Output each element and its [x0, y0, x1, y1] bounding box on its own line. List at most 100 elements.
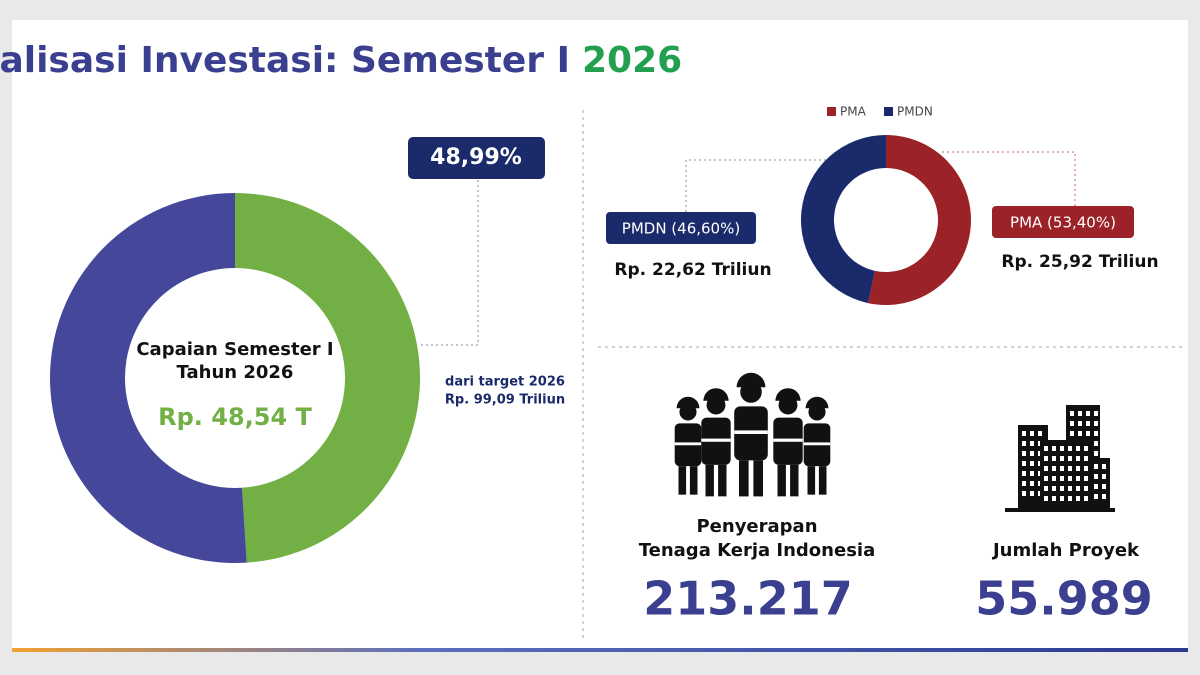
building-window: [1084, 486, 1088, 491]
legend-label: PMA: [840, 105, 867, 119]
building-window: [1094, 484, 1098, 489]
pma-label: PMA (53,40%): [1010, 214, 1116, 232]
building-window: [1094, 421, 1098, 426]
worker-icon: [676, 396, 700, 409]
building-window: [1052, 446, 1056, 451]
building-window: [1078, 411, 1082, 416]
building-window: [1022, 441, 1026, 446]
stat-label: Penyerapan: [696, 516, 817, 537]
building-window: [1076, 476, 1080, 481]
building-window: [1068, 486, 1072, 491]
building-window: [1084, 496, 1088, 501]
building-window: [1022, 491, 1026, 496]
building-window: [1076, 466, 1080, 471]
center-text: Tahun 2026: [177, 362, 294, 383]
building-window: [1086, 411, 1090, 416]
worker-icon: [818, 466, 827, 495]
worker-icon: [805, 396, 829, 409]
legend-swatch: [827, 107, 836, 116]
percent-box: [408, 137, 545, 179]
building-window: [1030, 451, 1034, 456]
worker-icon: [701, 438, 731, 442]
building-window: [1060, 466, 1064, 471]
building-window: [1060, 456, 1064, 461]
pmdn-label: PMDN (46,60%): [622, 220, 740, 238]
building-window: [1094, 474, 1098, 479]
stat-label: Tenaga Kerja Indonesia: [639, 540, 875, 561]
worker-icon: [753, 460, 763, 497]
building-window: [1070, 421, 1074, 426]
building-window: [1084, 466, 1088, 471]
building-window: [1030, 461, 1034, 466]
center-text: Capaian Semester I: [136, 339, 333, 360]
building-window: [1094, 464, 1098, 469]
pma-amount: Rp. 25,92 Triliun: [1001, 252, 1158, 272]
building-window: [1068, 456, 1072, 461]
building-window: [1068, 466, 1072, 471]
building-window: [1086, 421, 1090, 426]
title: Capaian Realisasi Investasi: Semester I: [0, 40, 570, 81]
stat-value: 55.989: [975, 572, 1153, 626]
building-window: [1030, 491, 1034, 496]
building-window: [1060, 476, 1064, 481]
building-window: [1060, 446, 1064, 451]
building-window: [1030, 481, 1034, 486]
worker-icon: [689, 466, 698, 495]
building-window: [1094, 494, 1098, 499]
worker-icon: [775, 388, 801, 401]
building-window: [1052, 496, 1056, 501]
connector: [685, 159, 830, 212]
building-window: [1070, 431, 1074, 436]
building-window: [1076, 446, 1080, 451]
building-icon: [1090, 458, 1110, 510]
building-window: [1102, 494, 1106, 499]
donut-segment: [801, 135, 886, 304]
building-window: [1052, 486, 1056, 491]
building-window: [1078, 421, 1082, 426]
annotation: dari target 2026: [445, 375, 565, 390]
building-window: [1022, 431, 1026, 436]
building-window: [1044, 466, 1048, 471]
building-window: [1044, 476, 1048, 481]
building-window: [1078, 431, 1082, 436]
building-window: [1094, 451, 1098, 456]
building-window: [1022, 481, 1026, 486]
donut-segment: [50, 193, 247, 563]
legend-swatch: [884, 107, 893, 116]
bottom-stripe: [12, 648, 1188, 652]
building-window: [1102, 464, 1106, 469]
building-window: [1022, 461, 1026, 466]
donut-segment: [867, 135, 972, 305]
annotation: Rp. 99,09 Triliun: [445, 393, 565, 408]
building-window: [1030, 471, 1034, 476]
worker-icon: [739, 460, 749, 497]
building-window: [1038, 431, 1042, 436]
pma-box: [992, 206, 1134, 238]
pmdn-box: [606, 212, 756, 244]
building-window: [1044, 486, 1048, 491]
building-window: [1044, 496, 1048, 501]
worker-icon: [678, 466, 687, 495]
center-value: Rp. 48,54 T: [158, 403, 312, 431]
building-window: [1052, 476, 1056, 481]
building-window: [1052, 466, 1056, 471]
building-window: [1076, 496, 1080, 501]
building-window: [1044, 456, 1048, 461]
connector: [420, 180, 479, 346]
worker-icon: [807, 466, 816, 495]
building-window: [1044, 446, 1048, 451]
worker-icon: [718, 464, 727, 497]
worker-icon: [734, 430, 768, 434]
building-window: [1076, 456, 1080, 461]
building-window: [1102, 474, 1106, 479]
building-window: [1076, 486, 1080, 491]
building-window: [1030, 441, 1034, 446]
building-window: [1084, 456, 1088, 461]
worker-icon: [674, 442, 702, 446]
building-window: [1084, 446, 1088, 451]
building-window: [1030, 431, 1034, 436]
building-window: [1070, 411, 1074, 416]
building-window: [1094, 411, 1098, 416]
building-window: [1084, 476, 1088, 481]
